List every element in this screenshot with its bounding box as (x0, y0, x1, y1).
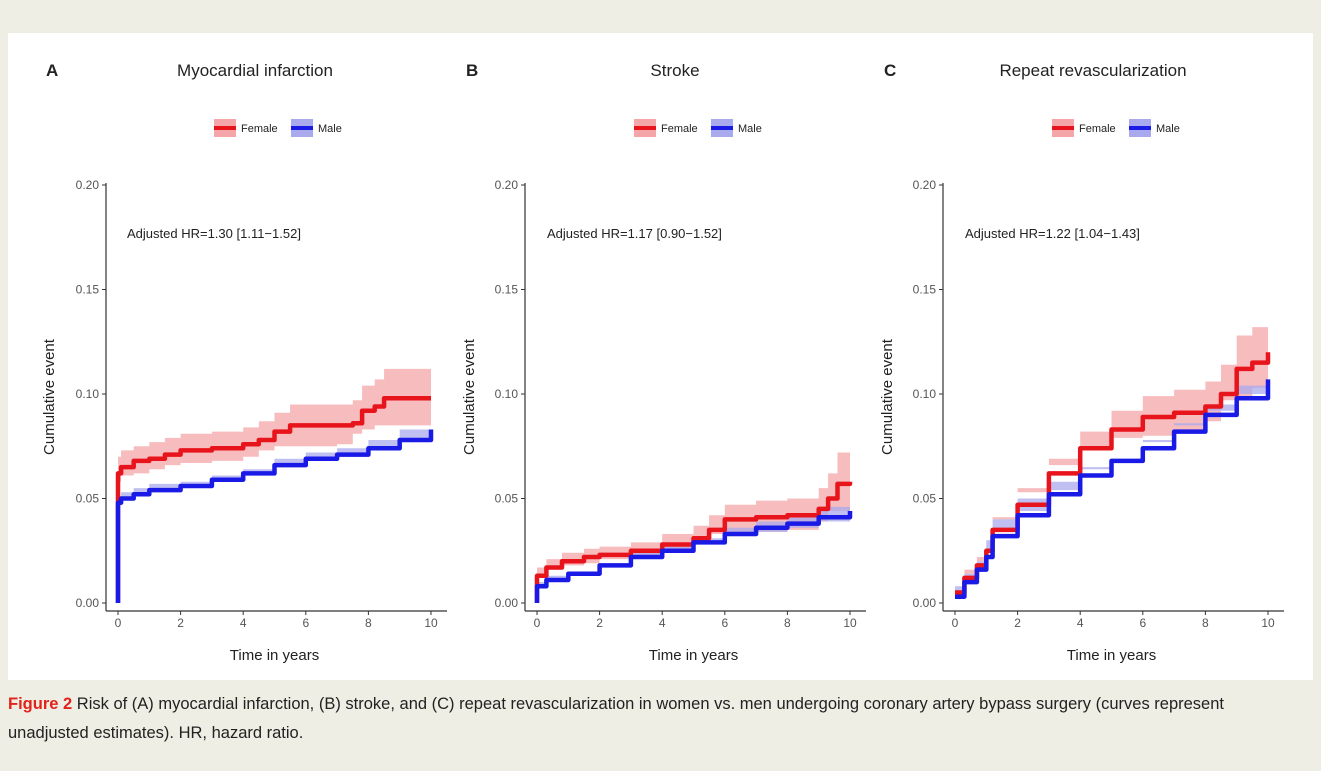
ci-band-male (955, 364, 1268, 601)
ci-band-female (955, 314, 1268, 599)
y-tick-label: 0.15 (913, 283, 937, 297)
y-tick-label: 0.05 (76, 492, 100, 506)
y-axis-label: Cumulative event (879, 338, 896, 455)
chart-panel-b: B Stroke Female Male 0.00 0.05 0.10 0.15 0.20 0 2 4… (461, 61, 866, 664)
legend-label-female: Female (1079, 123, 1116, 135)
figure-caption-text: Risk of (A) myocardial infarction, (B) s… (8, 695, 1224, 742)
ci-band-female (537, 452, 850, 603)
series-line-male (115, 429, 434, 603)
y-tick-label: 0.10 (76, 387, 100, 401)
hr-annotation: Adjusted HR=1.17 [0.90−1.52] (547, 226, 722, 241)
hr-annotation: Adjusted HR=1.22 [1.04−1.43] (965, 226, 1140, 241)
x-tick-label: 8 (1202, 616, 1209, 630)
y-tick-label: 0.00 (495, 596, 519, 610)
legend-label-female: Female (661, 123, 698, 135)
figure-label: Figure 2 (8, 695, 73, 713)
x-tick-label: 6 (721, 616, 728, 630)
x-tick-label: 2 (1014, 616, 1021, 630)
chart-legend: Female Male (214, 119, 342, 137)
legend-label-female: Female (241, 123, 278, 135)
series-line-male (534, 511, 853, 603)
x-tick-label: 4 (240, 616, 247, 630)
figure-panel: A Myocardial infarction Female Male 0.00 0.05… (8, 33, 1313, 680)
x-tick-label: 8 (365, 616, 372, 630)
x-tick-label: 10 (1261, 616, 1275, 630)
series-line-male (955, 379, 1271, 599)
figure-charts: A Myocardial infarction Female Male 0.00 0.05… (41, 61, 1284, 664)
y-tick-label: 0.20 (495, 178, 519, 192)
x-axis-label: Time in years (230, 647, 319, 664)
x-axis-label: Time in years (1067, 647, 1156, 664)
x-tick-label: 0 (115, 616, 122, 630)
ci-band-male (118, 417, 431, 603)
legend-label-male: Male (318, 123, 342, 135)
x-tick-label: 8 (784, 616, 791, 630)
chart-panel-c: C Repeat revascularization Female Male 0.00 0… (879, 61, 1284, 664)
chart-legend: Female Male (634, 119, 762, 137)
chart-panel-a: A Myocardial infarction Female Male 0.00 0.05… (41, 61, 447, 664)
x-tick-label: 6 (1139, 616, 1146, 630)
y-tick-label: 0.20 (913, 178, 937, 192)
x-tick-label: 4 (659, 616, 666, 630)
x-tick-label: 2 (177, 616, 184, 630)
y-tick-label: 0.10 (913, 387, 937, 401)
y-axis-label: Cumulative event (41, 338, 58, 455)
x-tick-label: 6 (302, 616, 309, 630)
panel-letter: A (46, 61, 58, 80)
x-tick-label: 0 (952, 616, 959, 630)
legend-label-male: Male (1156, 123, 1180, 135)
chart-legend: Female Male (1052, 119, 1180, 137)
y-tick-label: 0.05 (495, 492, 519, 506)
y-tick-label: 0.00 (913, 596, 937, 610)
hr-annotation: Adjusted HR=1.30 [1.11−1.52] (127, 226, 301, 241)
x-axis-label: Time in years (649, 647, 738, 664)
y-tick-label: 0.15 (495, 283, 519, 297)
series-line-female (115, 395, 431, 603)
y-tick-label: 0.05 (913, 492, 937, 506)
x-tick-label: 4 (1077, 616, 1084, 630)
x-tick-label: 10 (424, 616, 438, 630)
panel-letter: C (884, 61, 896, 80)
y-tick-label: 0.15 (76, 283, 100, 297)
legend-label-male: Male (738, 123, 762, 135)
chart-title: Stroke (650, 61, 699, 80)
series-line-female (534, 481, 853, 603)
x-tick-label: 0 (534, 616, 541, 630)
panel-letter: B (466, 61, 478, 80)
figure-caption: Figure 2 Risk of (A) myocardial infarcti… (8, 690, 1308, 748)
chart-title: Repeat revascularization (999, 61, 1186, 80)
y-tick-label: 0.20 (76, 178, 100, 192)
x-tick-label: 2 (596, 616, 603, 630)
chart-title: Myocardial infarction (177, 61, 333, 80)
x-tick-label: 10 (843, 616, 857, 630)
y-tick-label: 0.00 (76, 596, 100, 610)
y-axis-label: Cumulative event (461, 338, 478, 455)
y-tick-label: 0.10 (495, 387, 519, 401)
